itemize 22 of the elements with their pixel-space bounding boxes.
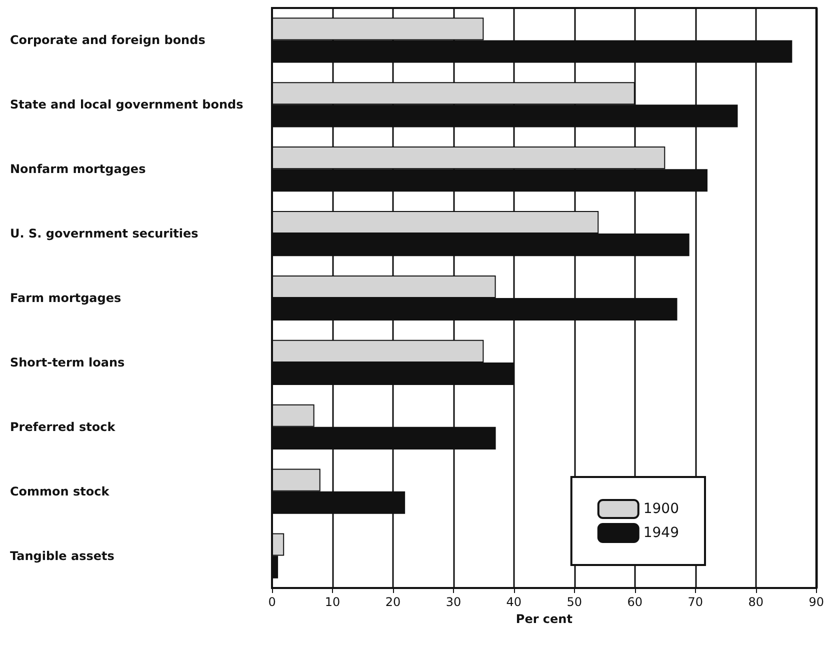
x-tick-label: 20 [385,595,401,609]
y-tick-label: U. S. government securities [10,226,198,241]
y-tick-label: Nonfarm mortgages [10,162,146,176]
y-tick-label: State and local government bonds [10,98,244,112]
x-tick-label: 70 [688,595,704,609]
x-tick-label: 90 [808,595,824,609]
legend-label: 1949 [643,525,680,541]
legend-label: 1900 [643,501,680,517]
y-tick-label: Farm mortgages [10,291,122,305]
x-tick-label: 50 [566,595,582,609]
x-tick-label: 40 [506,595,522,609]
y-tick-label: Tangible assets [10,548,114,563]
y-tick-label: Common stock [10,484,110,498]
y-tick-label: Preferred stock [10,420,116,434]
y-tick-label: Short-term loans [10,355,125,370]
x-tick-label: 60 [627,595,643,609]
x-axis-title: Per cent [516,612,573,626]
y-tick-label: Corporate and foreign bonds [10,33,206,48]
x-tick-label: 0 [268,595,276,609]
x-tick-label: 30 [446,595,462,609]
x-tick-label: 80 [748,595,764,609]
x-tick-label: 10 [324,595,340,609]
